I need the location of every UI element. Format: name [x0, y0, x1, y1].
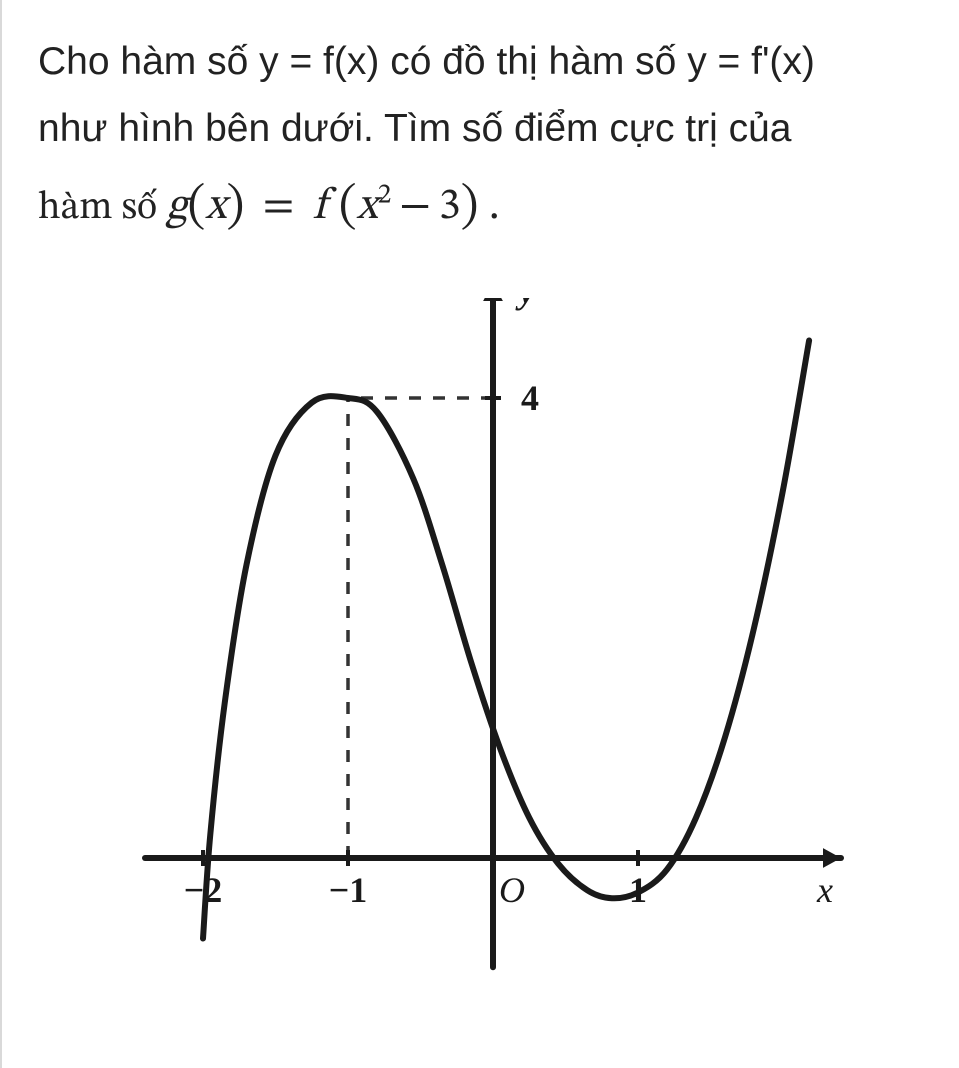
x-var-1: x — [205, 185, 226, 229]
graph-container: −2 −1 1 4 Oy x — [38, 298, 923, 988]
problem-line-2: như hình bên dưới. Tìm số điểm cực trị c… — [38, 95, 923, 162]
f-name: f — [313, 185, 329, 229]
equals-sign: = — [255, 185, 303, 229]
open-paren: ( — [188, 182, 206, 232]
svg-text:x: x — [816, 870, 833, 910]
close-paren: ) — [226, 182, 244, 232]
svg-text:1: 1 — [629, 870, 647, 910]
const-3: 3 — [439, 185, 461, 229]
exp-2: 2 — [378, 183, 392, 210]
problem-text: Cho hàm số y = f(x) có đồ thị hàm số y =… — [38, 28, 923, 248]
problem-line-1: Cho hàm số y = f(x) có đồ thị hàm số y =… — [38, 28, 923, 95]
derivative-graph: −2 −1 1 4 Oy x — [101, 298, 861, 988]
g-name: g — [166, 185, 187, 229]
svg-text:−1: −1 — [328, 870, 367, 910]
problem-line-3-prefix: hàm số — [38, 189, 166, 228]
open-paren-2: ( — [339, 182, 357, 232]
close-paren-2: ) — [461, 182, 479, 232]
svg-text:O: O — [499, 870, 525, 910]
formula-g-of-x: g(x) = f (x2−3) — [166, 185, 489, 229]
svg-text:−2: −2 — [183, 870, 222, 910]
svg-text:4: 4 — [521, 378, 539, 418]
period: . — [489, 185, 500, 229]
x-var-2: x — [357, 185, 378, 229]
minus-sign: − — [391, 185, 439, 229]
question-page: Cho hàm số y = f(x) có đồ thị hàm số y =… — [0, 0, 959, 1068]
problem-line-3: hàm số g(x) = f (x2−3) . — [38, 162, 923, 248]
svg-text:y: y — [515, 298, 536, 311]
